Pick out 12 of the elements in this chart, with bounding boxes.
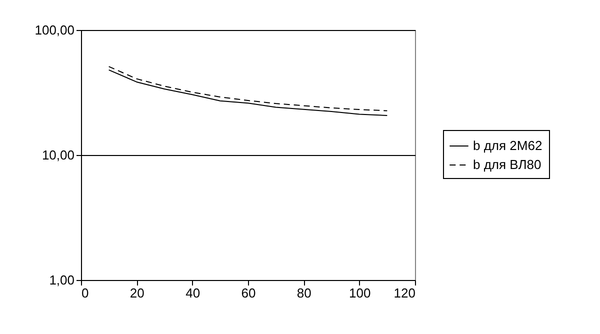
legend-label: b для 2М62 [473, 138, 542, 153]
x-tick-label: 0 [82, 286, 89, 300]
x-tick-label: 100 [348, 286, 371, 300]
x-tick-label: 120 [394, 286, 416, 300]
y-tick-label: 1,00 [49, 272, 74, 288]
y-tick-label: 10,00 [42, 148, 74, 162]
y-tick-label: 100,00 [34, 22, 74, 38]
legend-label: b для ВЛ80 [473, 157, 542, 172]
x-tick-label: 40 [186, 286, 200, 300]
x-tick-label: 60 [241, 286, 256, 300]
x-tick-label: 80 [296, 286, 312, 300]
x-tick-label: 20 [130, 286, 144, 300]
